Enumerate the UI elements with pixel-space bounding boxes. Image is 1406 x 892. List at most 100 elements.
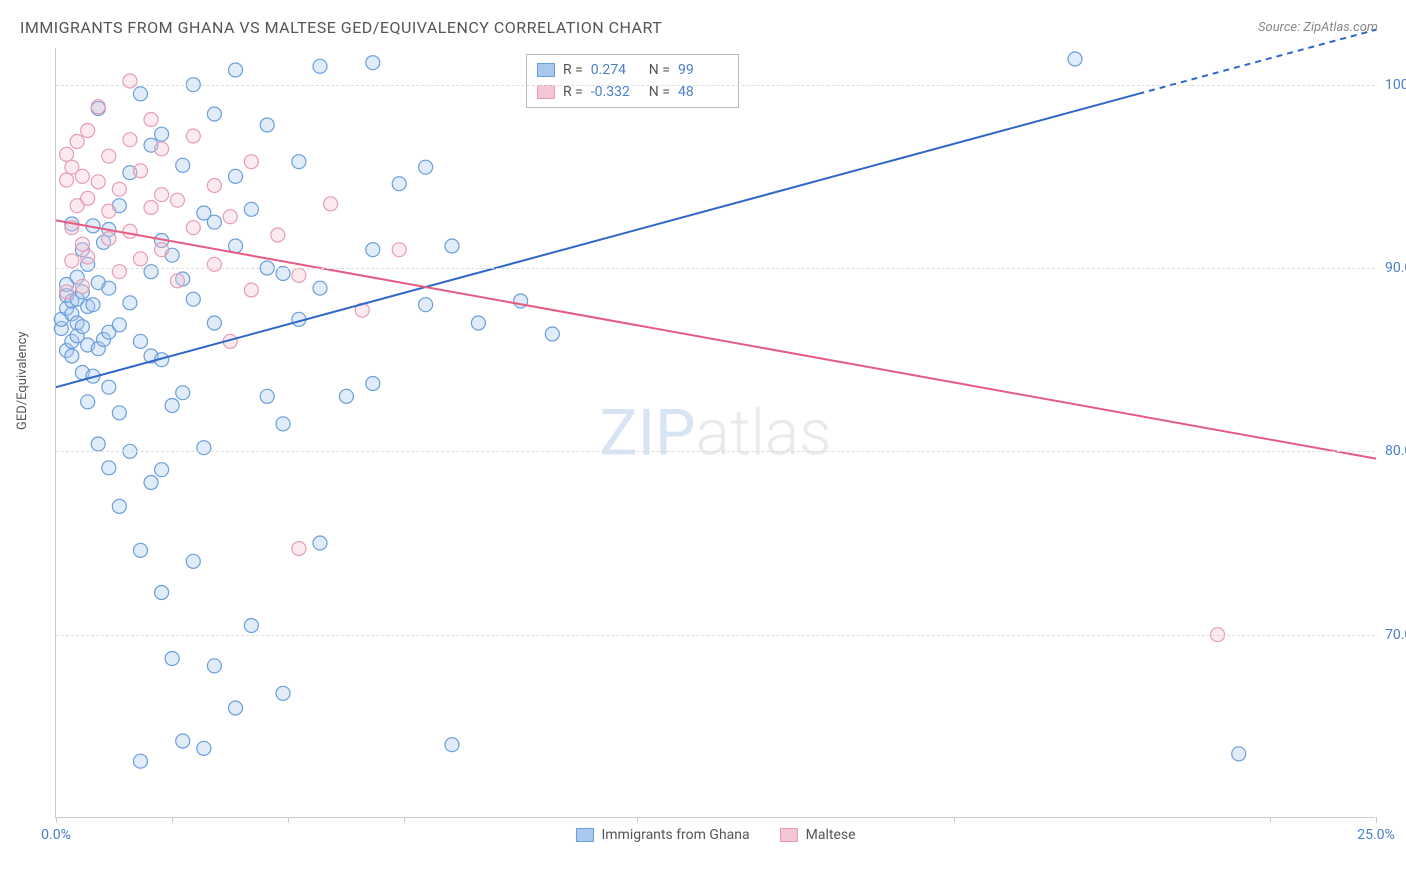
data-point: [229, 63, 243, 77]
x-tick: [1376, 817, 1377, 823]
data-point: [271, 228, 285, 242]
data-point: [392, 177, 406, 191]
data-point: [75, 169, 89, 183]
data-point: [229, 169, 243, 183]
data-point: [186, 554, 200, 568]
data-point: [366, 243, 380, 257]
data-point: [260, 389, 274, 403]
data-point: [81, 124, 95, 138]
data-point: [123, 133, 137, 147]
y-tick-label: 70.0%: [1385, 627, 1406, 643]
x-tick: [404, 817, 405, 823]
trend-line: [56, 220, 1376, 458]
data-point: [102, 281, 116, 295]
data-point: [102, 232, 116, 246]
chart-title: IMMIGRANTS FROM GHANA VS MALTESE GED/EQU…: [20, 18, 662, 37]
chart-container: IMMIGRANTS FROM GHANA VS MALTESE GED/EQU…: [0, 0, 1406, 892]
data-point: [81, 395, 95, 409]
trend-line: [56, 94, 1138, 387]
data-point: [112, 318, 126, 332]
data-point: [197, 441, 211, 455]
legend-label-maltese: Maltese: [806, 827, 856, 843]
data-point: [313, 536, 327, 550]
data-point: [75, 320, 89, 334]
data-point: [545, 327, 559, 341]
data-point: [1232, 747, 1246, 761]
data-point: [223, 210, 237, 224]
data-point: [133, 87, 147, 101]
data-point: [102, 149, 116, 163]
data-point: [133, 164, 147, 178]
data-point: [276, 686, 290, 700]
source-label: Source: ZipAtlas.com: [1258, 20, 1378, 35]
data-point: [1068, 52, 1082, 66]
data-point: [70, 135, 84, 149]
swatch-ghana-icon: [575, 828, 593, 842]
data-point: [86, 298, 100, 312]
series-legend: Immigrants from Ghana Maltese: [575, 827, 855, 843]
data-point: [155, 127, 169, 141]
data-point: [276, 417, 290, 431]
data-point: [133, 252, 147, 266]
data-point: [292, 268, 306, 282]
data-point: [155, 243, 169, 257]
data-point: [155, 188, 169, 202]
data-point: [419, 160, 433, 174]
x-tick: [56, 817, 57, 823]
legend-label-ghana: Immigrants from Ghana: [601, 827, 749, 843]
data-point: [65, 254, 79, 268]
data-point: [155, 586, 169, 600]
x-tick: [954, 817, 955, 823]
data-point: [81, 191, 95, 205]
data-point: [81, 250, 95, 264]
data-point: [102, 380, 116, 394]
gridline: [56, 85, 1375, 86]
data-point: [339, 389, 353, 403]
data-point: [112, 406, 126, 420]
data-point: [165, 399, 179, 413]
y-axis-label: GED/Equivalency: [15, 331, 30, 430]
y-tick-label: 100.0%: [1385, 77, 1406, 93]
data-point: [392, 243, 406, 257]
data-point: [165, 652, 179, 666]
data-point: [176, 734, 190, 748]
data-point: [75, 237, 89, 251]
data-point: [313, 59, 327, 73]
data-point: [170, 274, 184, 288]
y-tick-label: 80.0%: [1385, 443, 1406, 459]
data-point: [244, 283, 258, 297]
data-point: [324, 197, 338, 211]
data-point: [244, 619, 258, 633]
data-point: [91, 175, 105, 189]
data-point: [445, 738, 459, 752]
data-point: [186, 221, 200, 235]
data-point: [133, 543, 147, 557]
data-point: [197, 741, 211, 755]
data-point: [207, 659, 221, 673]
gridline: [56, 268, 1375, 269]
y-tick-label: 90.0%: [1385, 260, 1406, 276]
data-point: [144, 201, 158, 215]
x-tick-label: 25.0%: [1357, 827, 1395, 843]
data-point: [123, 74, 137, 88]
data-point: [366, 377, 380, 391]
data-point: [471, 316, 485, 330]
x-tick-label: 0.0%: [41, 827, 71, 843]
data-point: [65, 349, 79, 363]
data-point: [292, 542, 306, 556]
data-point: [229, 701, 243, 715]
data-point: [133, 754, 147, 768]
data-point: [75, 279, 89, 293]
data-point: [207, 215, 221, 229]
data-point: [102, 461, 116, 475]
data-point: [123, 296, 137, 310]
gridline: [56, 451, 1375, 452]
data-point: [155, 142, 169, 156]
data-point: [207, 257, 221, 271]
data-point: [144, 265, 158, 279]
data-point: [244, 202, 258, 216]
plot-area: ZIPatlas R = 0.274 N = 99 R = -0.332 N =…: [55, 48, 1375, 818]
data-point: [207, 107, 221, 121]
data-point: [60, 147, 74, 161]
data-point: [445, 239, 459, 253]
